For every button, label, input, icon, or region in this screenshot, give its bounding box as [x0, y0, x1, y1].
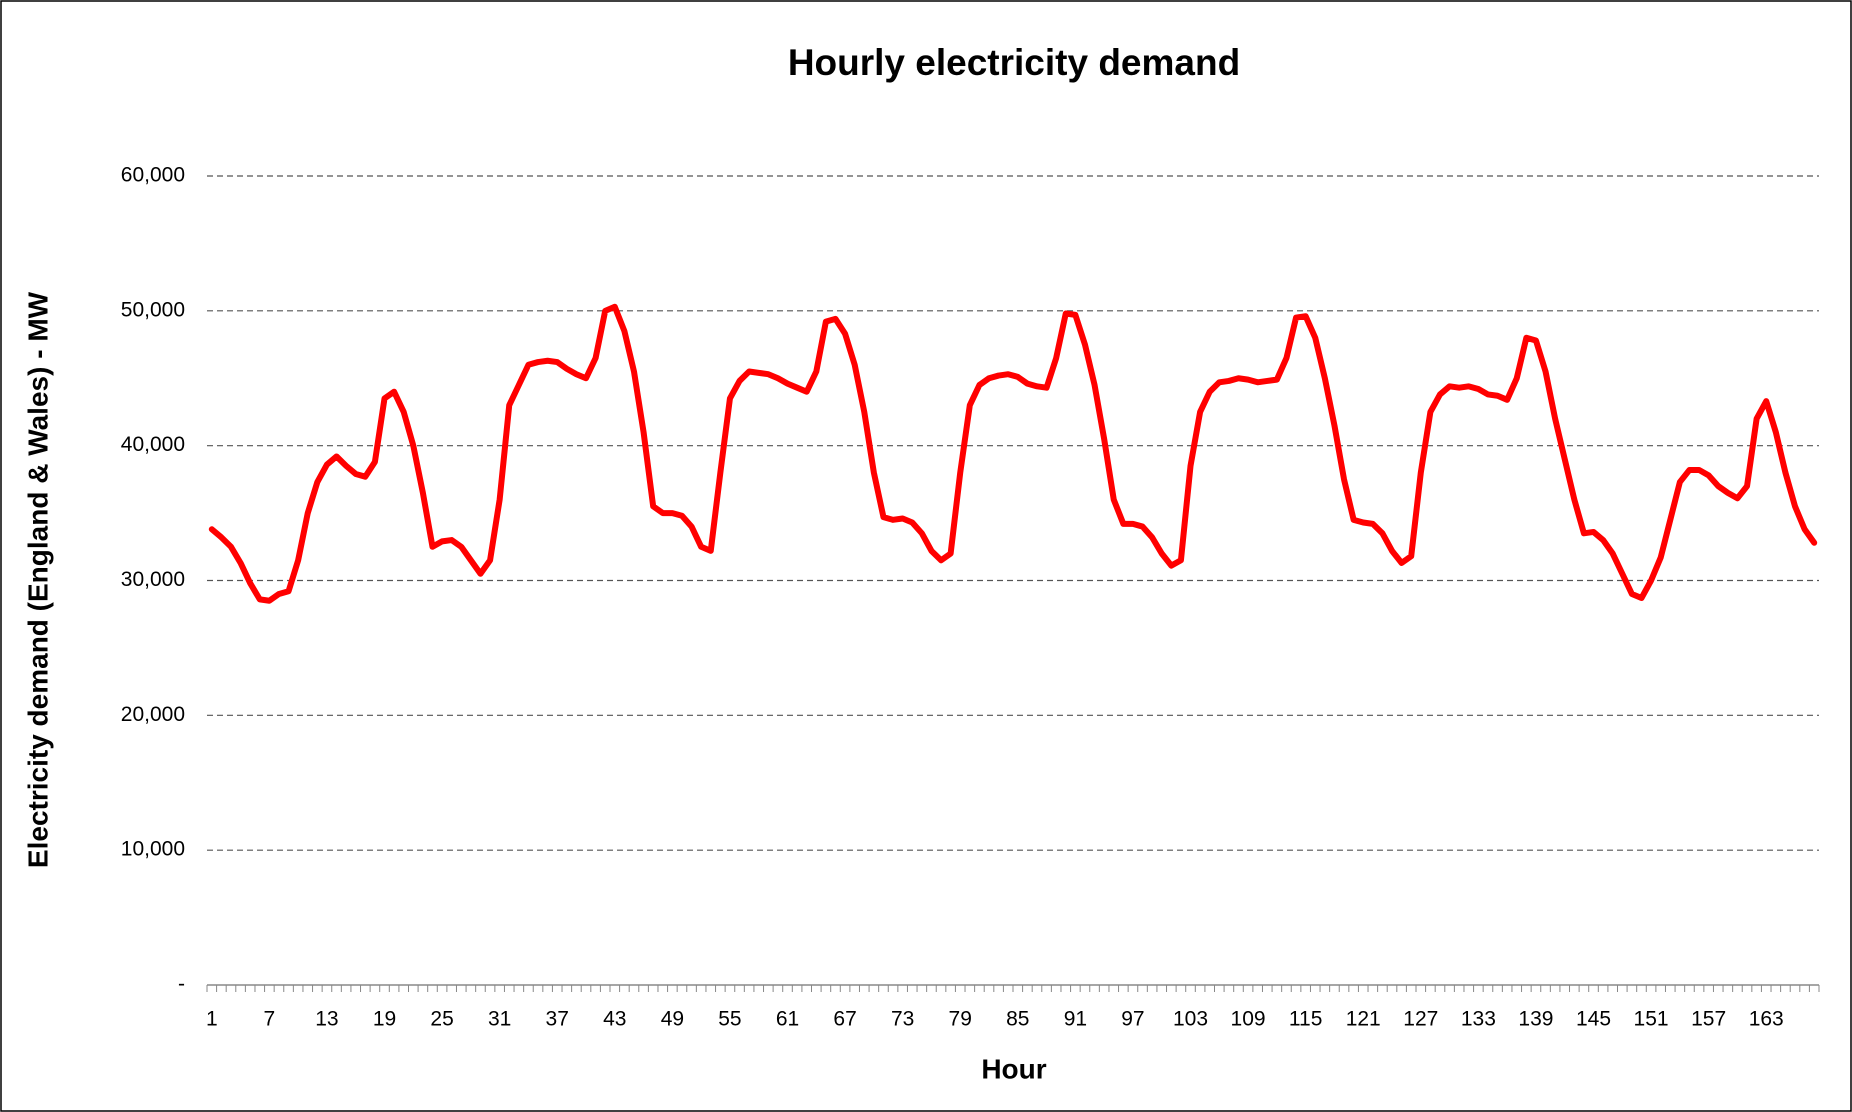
- y-tick-label: 50,000: [121, 298, 185, 321]
- x-tick-label: 31: [488, 1008, 511, 1031]
- x-tick-label: 13: [315, 1008, 338, 1031]
- y-axis-title: Electricity demand (England & Wales) - M…: [22, 291, 53, 868]
- x-tick-label: 85: [1006, 1008, 1029, 1031]
- x-tick-label: 127: [1403, 1008, 1438, 1031]
- x-tick-label: 145: [1576, 1008, 1611, 1031]
- x-tick-label: 37: [546, 1008, 569, 1031]
- x-tick-label: 109: [1231, 1008, 1266, 1031]
- y-tick-label: -: [178, 973, 185, 996]
- y-tick-label: 10,000: [121, 838, 185, 861]
- x-tick-label: 73: [891, 1008, 914, 1031]
- x-tick-label: 151: [1634, 1008, 1669, 1031]
- demand-line: [208, 303, 1818, 604]
- y-tick-label: 40,000: [121, 433, 185, 456]
- chart-title: Hourly electricity demand: [788, 42, 1240, 83]
- x-tick-label: 163: [1749, 1008, 1784, 1031]
- x-tick-label: 67: [833, 1008, 856, 1031]
- x-axis-title: Hour: [981, 1053, 1046, 1084]
- x-tick-label: 61: [776, 1008, 799, 1031]
- x-tick-label: 43: [603, 1008, 626, 1031]
- x-tick-label: 55: [718, 1008, 741, 1031]
- x-tick-label: 121: [1346, 1008, 1381, 1031]
- x-tick-label: 1: [206, 1008, 218, 1031]
- y-tick-label: 30,000: [121, 568, 185, 591]
- x-tick-label: 19: [373, 1008, 396, 1031]
- y-tick-label: 20,000: [121, 703, 185, 726]
- x-tick-label: 79: [949, 1008, 972, 1031]
- x-tick-label: 7: [264, 1008, 276, 1031]
- x-tick-label: 97: [1121, 1008, 1144, 1031]
- x-tick-label: 139: [1518, 1008, 1553, 1031]
- x-tick-label: 25: [430, 1008, 453, 1031]
- x-tick-label: 133: [1461, 1008, 1496, 1031]
- x-tick-label: 115: [1289, 1008, 1322, 1031]
- x-tick-label: 49: [661, 1008, 684, 1031]
- x-tick-label: 103: [1173, 1008, 1208, 1031]
- y-tick-label: 60,000: [121, 164, 185, 187]
- x-tick-label: 157: [1691, 1008, 1726, 1031]
- x-tick-label: 91: [1064, 1008, 1087, 1031]
